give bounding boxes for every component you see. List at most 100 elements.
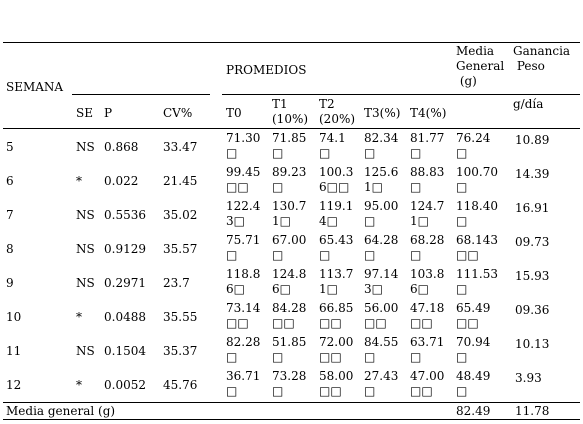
cell-ganancia: 3.93	[515, 371, 542, 385]
cell-t2: 119.1 4□	[319, 199, 354, 228]
cell-t4: 68.28 □	[410, 233, 445, 262]
cell-t3: 27.43 □	[364, 369, 399, 398]
cell-p: 0.0052	[104, 378, 146, 392]
cell-media: 68.143 □□	[456, 233, 498, 262]
cell-semana: 5	[6, 140, 14, 154]
cell-t1: 67.00 □	[272, 233, 307, 262]
cell-t2: 66.85 □□	[319, 301, 354, 330]
cell-t3: 56.00 □□	[364, 301, 399, 330]
rule-top	[3, 42, 580, 43]
rule-sub-left	[72, 94, 210, 95]
cell-t4: 47.18 □□	[410, 301, 445, 330]
cell-media: 48.49 □	[456, 369, 491, 398]
cell-semana: 10	[6, 310, 22, 324]
cell-t4: 124.7 1□	[410, 199, 445, 228]
header-t2: T2 (20%)	[319, 97, 356, 126]
rule-body-bottom	[3, 402, 580, 403]
footer-media: 82.49	[456, 404, 491, 418]
header-semana: SEMANA	[6, 80, 64, 94]
rule-header-bottom	[3, 128, 580, 129]
cell-p: 0.2971	[104, 276, 146, 290]
header-cv: CV%	[163, 106, 193, 120]
cell-ganancia: 16.91	[515, 201, 550, 215]
cell-cv: 35.55	[163, 310, 198, 324]
cell-se: NS	[76, 242, 95, 256]
cell-t2: 72.00 □□	[319, 335, 354, 364]
cell-semana: 9	[6, 276, 14, 290]
cell-cv: 35.02	[163, 208, 198, 222]
header-se: SE	[76, 106, 93, 120]
cell-semana: 7	[6, 208, 14, 222]
cell-t4: 63.71 □	[410, 335, 445, 364]
cell-t1: 124.8 6□	[272, 267, 307, 296]
cell-se: NS	[76, 344, 95, 358]
cell-ganancia: 14.39	[515, 167, 550, 181]
cell-t4: 81.77 □	[410, 131, 445, 160]
cell-media: 65.49 □□	[456, 301, 491, 330]
cell-ganancia: 10.89	[515, 133, 550, 147]
cell-t1: 130.7 1□	[272, 199, 307, 228]
cell-t3: 84.55 □	[364, 335, 399, 364]
cell-semana: 6	[6, 174, 14, 188]
cell-t1: 84.28 □□	[272, 301, 307, 330]
cell-se: NS	[76, 208, 95, 222]
cell-t0: 122.4 3□	[226, 199, 261, 228]
cell-media: 118.40 □	[456, 199, 498, 228]
cell-t0: 99.45 □□	[226, 165, 261, 194]
cell-se: *	[76, 310, 82, 324]
cell-se: NS	[76, 140, 95, 154]
cell-p: 0.9129	[104, 242, 146, 256]
cell-semana: 11	[6, 344, 22, 358]
footer-ganancia: 11.78	[515, 404, 550, 418]
header-g-dia: g/día	[513, 97, 544, 111]
footer-label: Media general (g)	[6, 404, 116, 418]
cell-media: 111.53 □	[456, 267, 498, 296]
cell-se: NS	[76, 276, 95, 290]
cell-cv: 33.47	[163, 140, 198, 154]
cell-se: *	[76, 174, 82, 188]
cell-t2: 113.7 1□	[319, 267, 354, 296]
rule-sub-right	[222, 94, 580, 95]
cell-t4: 47.00 □□	[410, 369, 445, 398]
cell-cv: 35.57	[163, 242, 198, 256]
cell-p: 0.022	[104, 174, 139, 188]
cell-t2: 74.1 □	[319, 131, 346, 160]
cell-t4: 88.83 □	[410, 165, 445, 194]
cell-cv: 23.7	[163, 276, 190, 290]
rule-bottom	[3, 419, 580, 420]
cell-media: 76.24 □	[456, 131, 491, 160]
cell-t0: 75.71 □	[226, 233, 261, 262]
cell-p: 0.0488	[104, 310, 146, 324]
cell-t1: 51.85 □	[272, 335, 307, 364]
cell-t3: 97.14 3□	[364, 267, 399, 296]
cell-media: 70.94 □	[456, 335, 491, 364]
cell-t1: 73.28 □	[272, 369, 307, 398]
cell-ganancia: 09.36	[515, 303, 550, 317]
cell-semana: 12	[6, 378, 22, 392]
cell-cv: 45.76	[163, 378, 198, 392]
header-t0: T0	[226, 106, 242, 120]
cell-cv: 35.37	[163, 344, 198, 358]
cell-t1: 89.23 □	[272, 165, 307, 194]
cell-t2: 100.3 6□□	[319, 165, 354, 194]
header-ganancia-peso: Ganancia Peso	[513, 44, 571, 73]
cell-t1: 71.85 □	[272, 131, 307, 160]
header-media-general: Media General (g)	[456, 44, 505, 88]
cell-ganancia: 09.73	[515, 235, 550, 249]
cell-t0: 73.14 □□	[226, 301, 261, 330]
cell-t3: 64.28 □	[364, 233, 399, 262]
header-t4: T4(%)	[410, 106, 447, 120]
cell-t2: 58.00 □□	[319, 369, 354, 398]
cell-t2: 65.43 □	[319, 233, 354, 262]
header-t3: T3(%)	[364, 106, 401, 120]
cell-t3: 82.34 □	[364, 131, 399, 160]
cell-t0: 82.28 □	[226, 335, 261, 364]
cell-cv: 21.45	[163, 174, 198, 188]
cell-se: *	[76, 378, 82, 392]
header-promedios: PROMEDIOS	[226, 63, 307, 77]
cell-t0: 36.71 □	[226, 369, 261, 398]
cell-t0: 118.8 6□	[226, 267, 261, 296]
cell-t3: 95.00 □	[364, 199, 399, 228]
cell-ganancia: 10.13	[515, 337, 550, 351]
cell-semana: 8	[6, 242, 14, 256]
